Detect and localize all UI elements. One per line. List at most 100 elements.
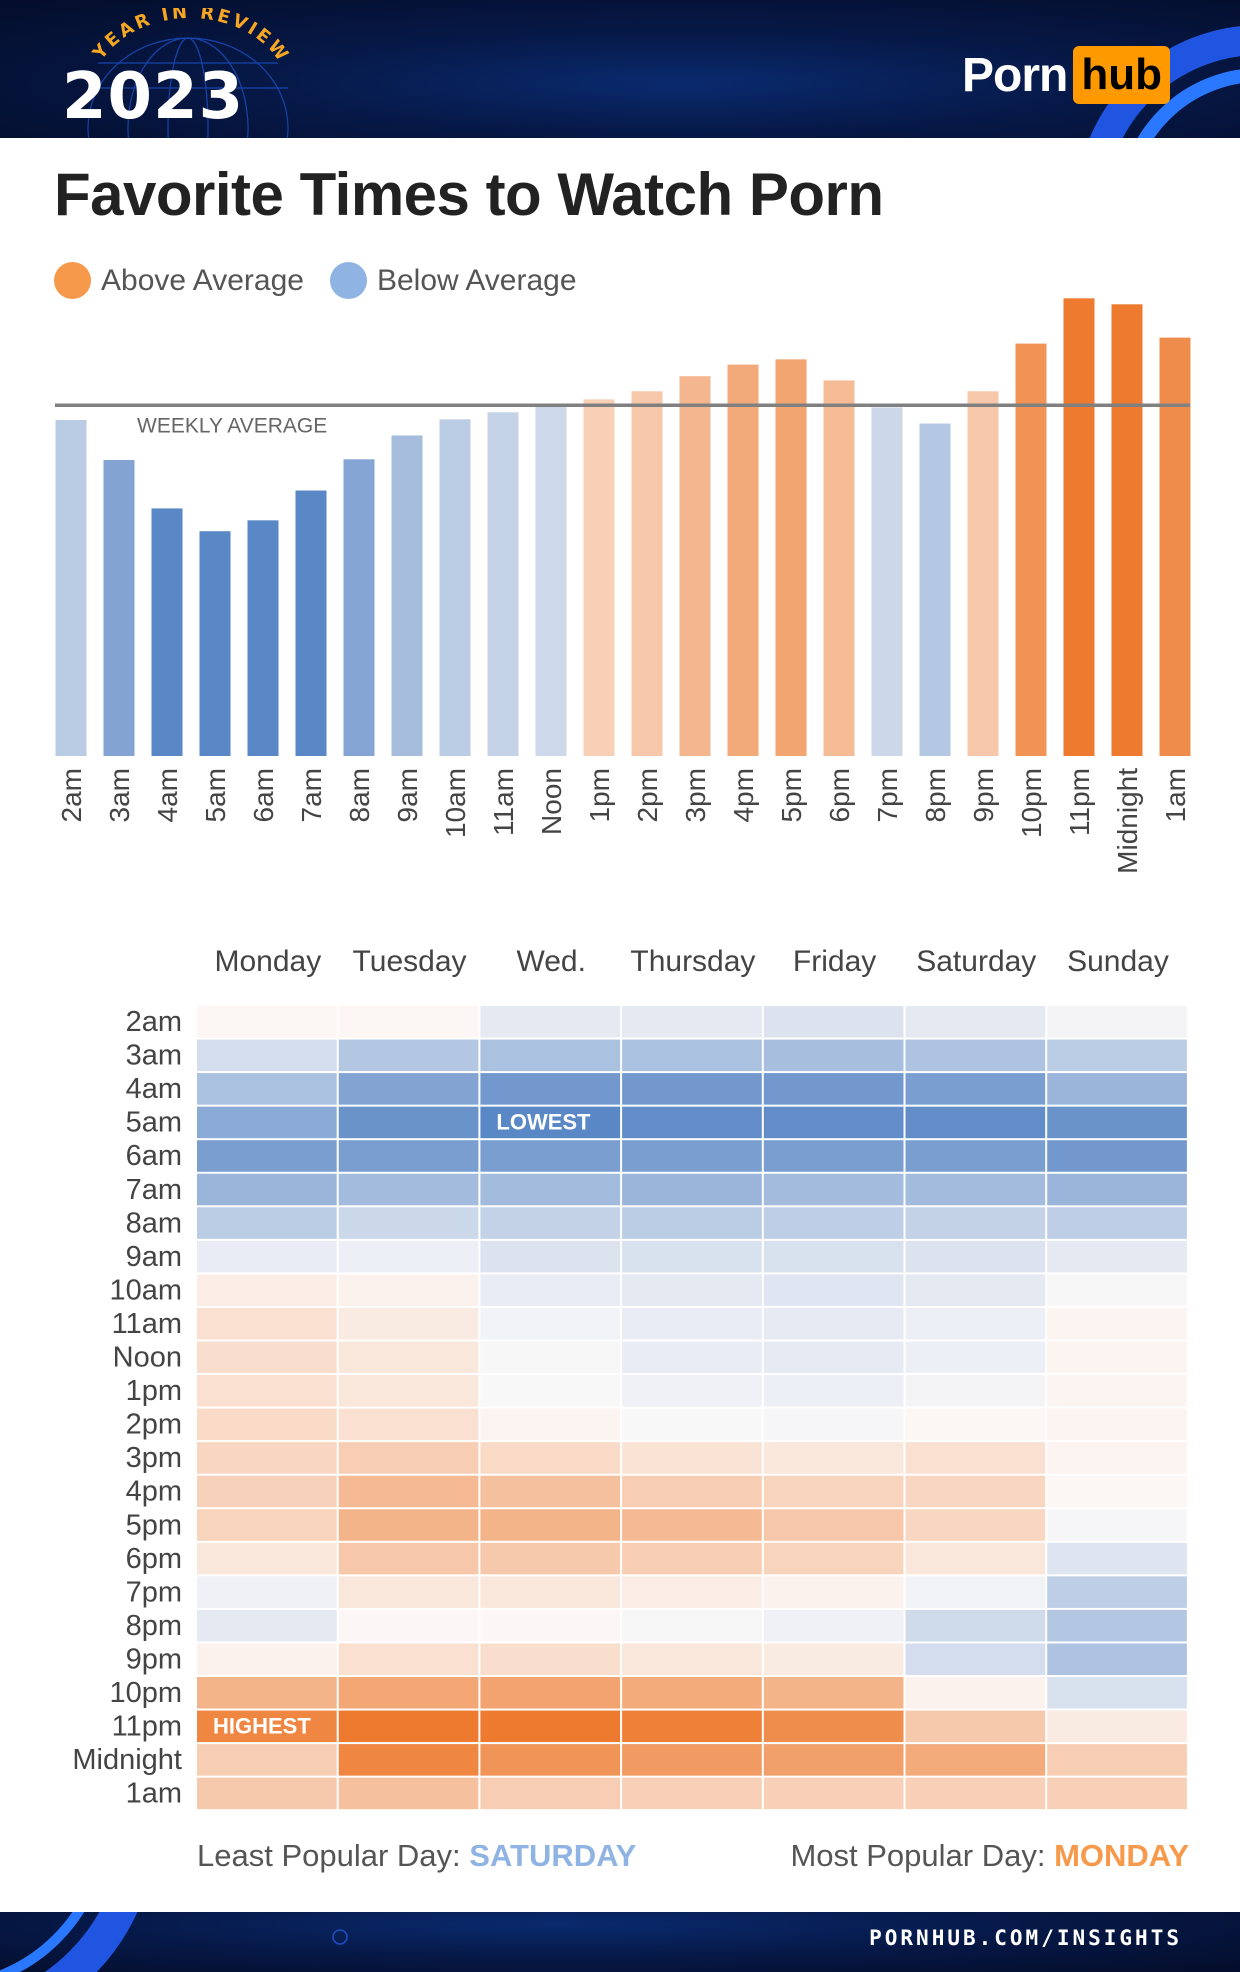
heatmap-cell: [622, 1677, 762, 1709]
heatmap-cell: [197, 1542, 337, 1575]
heatmap-cell: [622, 1609, 762, 1642]
x-tick-label: 8pm: [920, 768, 951, 822]
heatmap-cell: [622, 1475, 762, 1508]
heatmap-cell: [1047, 1542, 1187, 1575]
heatmap-cell: [905, 1509, 1046, 1541]
heatmap-cell: [905, 1140, 1046, 1172]
heatmap-cell: [1047, 1073, 1187, 1105]
heatmap-cell: [763, 1073, 904, 1105]
day-header: Monday: [214, 945, 322, 978]
heatmap-cell: [622, 1408, 762, 1441]
heatmap-cell: [905, 1341, 1046, 1374]
globe-icon: YEAR IN REVIEW: [87, 8, 291, 138]
heatmap-cell: [622, 1240, 762, 1273]
x-tick-label: 7pm: [872, 768, 903, 822]
heatmap-cell: [905, 1442, 1046, 1474]
row-label: 8am: [126, 1207, 182, 1239]
heatmap-cell: [905, 1475, 1046, 1508]
heatmap-cell: [763, 1207, 904, 1239]
x-tick-label: 1pm: [584, 768, 615, 822]
heatmap-cell: [338, 1677, 479, 1709]
heatmap-cell: [905, 1777, 1046, 1810]
header-banner: YEAR IN REVIEW 2023 Porn hub: [0, 0, 1240, 138]
row-label: 8pm: [126, 1610, 182, 1642]
heatmap-cell: [338, 1106, 479, 1139]
brand-logo[interactable]: Porn hub: [962, 46, 1170, 104]
heatmap-cell: [338, 1744, 479, 1776]
x-tick-label: 4am: [152, 768, 183, 822]
heatmap-cell: [338, 1039, 479, 1072]
heatmap-cell: [197, 1307, 337, 1340]
heatmap-cell: [763, 1609, 904, 1642]
heatmap-cell: [480, 1576, 621, 1608]
x-tick-label: 10am: [440, 768, 471, 838]
row-label: 10pm: [109, 1677, 182, 1709]
bar-Noon: [535, 406, 567, 756]
legend-above: Above Average: [54, 262, 304, 299]
heatmap-cell: [1047, 1039, 1187, 1072]
heatmap-cell: [622, 1744, 762, 1776]
x-tick-label: 10pm: [1016, 768, 1047, 838]
heatmap-cell: [905, 1677, 1046, 1709]
heatmap-cell: [622, 1341, 762, 1374]
heatmap-cell: [763, 1140, 904, 1172]
heatmap-cell: [197, 1106, 337, 1139]
heatmap-cell: [622, 1173, 762, 1206]
heatmap-cell: [480, 1173, 621, 1206]
heatmap-cell: [338, 1240, 479, 1273]
heatmap-cell: [622, 1307, 762, 1340]
heatmap-cell: [1047, 1140, 1187, 1172]
heatmap-cell: [338, 1542, 479, 1575]
bar-10am: [439, 419, 471, 756]
heatmap-cell: [763, 1475, 904, 1508]
heatmap-cell: [905, 1073, 1046, 1105]
logo-text-porn: Porn: [962, 48, 1068, 102]
bar-10pm: [1015, 343, 1047, 756]
heatmap-cell: [763, 1375, 904, 1407]
least-popular-label: Least Popular Day:: [197, 1838, 461, 1873]
heatmap-cell: [197, 1006, 337, 1038]
bar-4am: [151, 508, 183, 756]
heatmap-cell: [480, 1106, 621, 1139]
heatmap-cell: [197, 1643, 337, 1675]
heatmap-cell: [338, 1307, 479, 1340]
insights-link[interactable]: PORNHUB.COM/INSIGHTS: [869, 1926, 1182, 1950]
row-label: Midnight: [72, 1744, 182, 1776]
day-header: Wed.: [516, 945, 586, 978]
heatmap-cell: [1047, 1643, 1187, 1675]
heatmap-cell: [763, 1509, 904, 1541]
heatmap-cell: [197, 1408, 337, 1441]
x-tick-label: 9pm: [968, 768, 999, 822]
heatmap-cell: [480, 1039, 621, 1072]
heatmap-cell: [622, 1442, 762, 1474]
bar-7pm: [871, 407, 903, 756]
heatmap-cell: [905, 1744, 1046, 1776]
row-label: 9am: [126, 1241, 182, 1273]
heatmap-cell: [622, 1509, 762, 1541]
heatmap-cell: [622, 1542, 762, 1575]
most-popular-value: MONDAY: [1054, 1838, 1189, 1873]
heatmap-cell: [1047, 1609, 1187, 1642]
annotation-highest: HIGHEST: [213, 1714, 311, 1739]
heatmap-cell: [338, 1140, 479, 1172]
heatmap-cell: [197, 1375, 337, 1407]
x-tick-label: 8am: [344, 768, 375, 822]
heatmap-cell: [622, 1576, 762, 1608]
heatmap-cell: [480, 1710, 621, 1743]
heatmap-cell: [905, 1375, 1046, 1407]
heatmap-cell: [763, 1106, 904, 1139]
legend-dot-above: [54, 262, 91, 299]
heatmap-cell: [622, 1274, 762, 1306]
row-label: 11am: [112, 1308, 182, 1340]
heatmap-cell: [338, 1375, 479, 1407]
heatmap-cell: [338, 1207, 479, 1239]
heatmap-cell: [763, 1240, 904, 1273]
heatmap-cell: [622, 1073, 762, 1105]
heatmap-cell: [905, 1408, 1046, 1441]
legend-dot-below: [329, 262, 367, 299]
x-tick-label: 3pm: [680, 768, 711, 822]
heatmap-cell: [763, 1173, 904, 1206]
heatmap-cell: [480, 1307, 621, 1340]
logo-text-hub: hub: [1073, 46, 1170, 104]
weekly-average-label: WEEKLY AVERAGE: [137, 414, 327, 437]
